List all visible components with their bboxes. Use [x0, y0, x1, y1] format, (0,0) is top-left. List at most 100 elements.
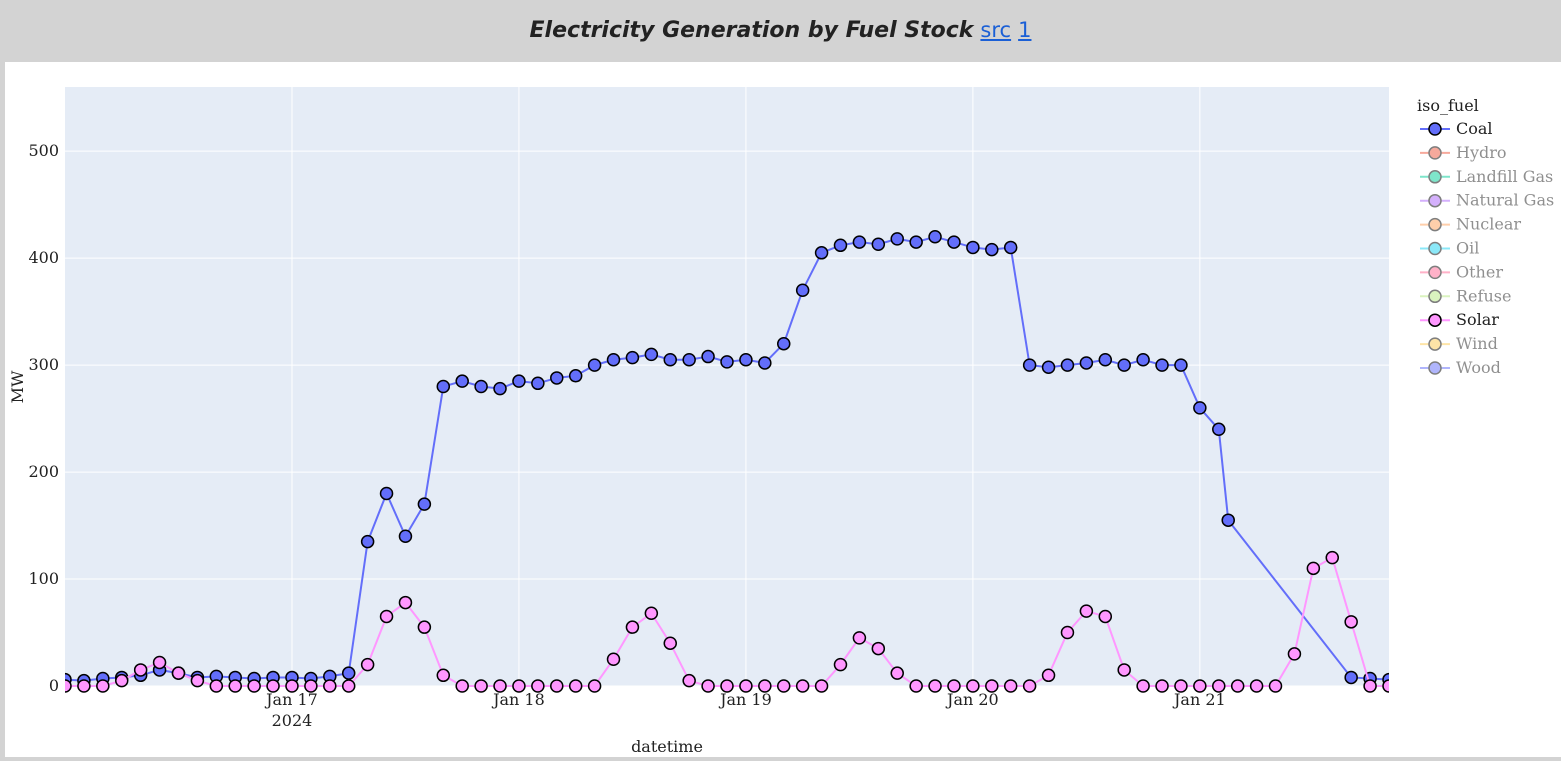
- marker: [550, 371, 564, 385]
- marker: [644, 606, 659, 621]
- marker: [360, 657, 375, 672]
- marker: [568, 679, 583, 693]
- legend-item[interactable]: Other: [1420, 262, 1503, 281]
- legend-swatch-marker: [1428, 337, 1442, 351]
- legend-swatch-marker: [1428, 313, 1442, 327]
- y-tick-label: 100: [28, 569, 59, 588]
- x-tick-line: Jan 18: [491, 690, 545, 709]
- marker: [1230, 679, 1245, 693]
- legend-item[interactable]: Nuclear: [1420, 215, 1521, 234]
- marker: [852, 235, 867, 249]
- x-tick-line: Jan 19: [718, 690, 772, 709]
- marker: [758, 679, 772, 693]
- marker: [133, 663, 148, 677]
- marker: [682, 673, 696, 688]
- marker: [644, 347, 659, 362]
- marker: [1221, 513, 1235, 527]
- marker: [77, 679, 91, 693]
- legend-label: Hydro: [1456, 143, 1507, 162]
- marker: [833, 657, 848, 672]
- marker: [890, 666, 904, 680]
- marker: [379, 609, 394, 624]
- src-link[interactable]: src: [980, 18, 1012, 42]
- marker: [436, 668, 451, 683]
- marker: [1060, 358, 1075, 372]
- legend-item[interactable]: Wind: [1420, 334, 1498, 353]
- marker: [171, 666, 186, 680]
- y-tick-label: 0: [49, 676, 59, 695]
- marker: [871, 641, 886, 656]
- legend-item[interactable]: Natural Gas: [1420, 191, 1554, 210]
- series: [65, 550, 1389, 693]
- marker: [341, 679, 356, 693]
- marker: [1382, 679, 1389, 693]
- marker: [814, 246, 829, 260]
- legend-label: Oil: [1456, 239, 1479, 258]
- legend-swatch-marker: [1428, 193, 1442, 208]
- ref-link[interactable]: 1: [1018, 18, 1032, 42]
- marker: [360, 534, 375, 549]
- legend-item[interactable]: Hydro: [1420, 143, 1507, 162]
- marker: [966, 679, 980, 693]
- y-tick-label: 300: [28, 355, 59, 374]
- legend-item[interactable]: Landfill Gas: [1420, 167, 1553, 186]
- marker: [1003, 240, 1018, 255]
- legend-item[interactable]: Refuse: [1420, 286, 1511, 305]
- y-tick-label: 500: [28, 141, 59, 160]
- marker: [871, 237, 886, 251]
- marker: [795, 283, 810, 297]
- marker: [398, 595, 413, 610]
- marker: [228, 679, 242, 693]
- marker: [1155, 679, 1169, 693]
- plot-area: [65, 87, 1389, 686]
- marker: [852, 631, 867, 645]
- marker: [1136, 353, 1150, 367]
- marker: [512, 374, 526, 388]
- marker: [739, 679, 753, 693]
- marker: [1041, 360, 1056, 374]
- marker: [341, 666, 356, 680]
- x-tick-line: Jan 20: [945, 690, 999, 709]
- marker: [606, 353, 621, 367]
- marker: [1098, 609, 1113, 624]
- marker: [304, 679, 318, 693]
- marker: [587, 679, 602, 693]
- legend-swatch-marker: [1428, 217, 1442, 232]
- legend-swatch-marker: [1428, 170, 1442, 184]
- legend-label: Wood: [1456, 358, 1501, 377]
- marker: [663, 636, 678, 650]
- legend-item[interactable]: Oil: [1420, 239, 1479, 258]
- y-axis-title: MW: [8, 370, 27, 403]
- legend-swatch-marker: [1428, 265, 1442, 280]
- marker: [1249, 679, 1264, 693]
- marker: [1117, 663, 1131, 677]
- marker: [625, 620, 640, 634]
- marker: [1174, 679, 1188, 693]
- legend-title: iso_fuel: [1417, 96, 1479, 115]
- legend-swatch-marker: [1428, 289, 1442, 304]
- marker: [720, 355, 734, 369]
- marker: [947, 679, 961, 693]
- marker: [1117, 358, 1131, 372]
- legend-item[interactable]: Wood: [1420, 358, 1501, 377]
- marker: [455, 679, 469, 693]
- legend-swatch-marker: [1428, 241, 1442, 256]
- marker: [1306, 561, 1321, 576]
- marker: [776, 679, 791, 693]
- marker: [209, 679, 224, 693]
- marker: [947, 235, 961, 249]
- legend-item[interactable]: Coal: [1420, 119, 1493, 138]
- marker: [1136, 679, 1150, 693]
- marker: [663, 353, 678, 367]
- x-tick-line: 2024: [272, 711, 313, 730]
- marker: [417, 497, 432, 511]
- chart-panel: datetime MW iso_fuel 0 100 200 300 400 500 Jan…: [5, 62, 1561, 757]
- legend-item[interactable]: Solar: [1420, 310, 1499, 329]
- marker: [587, 358, 602, 372]
- marker: [1287, 647, 1302, 661]
- marker: [1022, 358, 1037, 372]
- legend-swatch-marker: [1428, 361, 1442, 375]
- chart: datetime MW iso_fuel 0 100 200 300 400 500 Jan…: [8, 87, 1554, 756]
- marker: [493, 381, 507, 396]
